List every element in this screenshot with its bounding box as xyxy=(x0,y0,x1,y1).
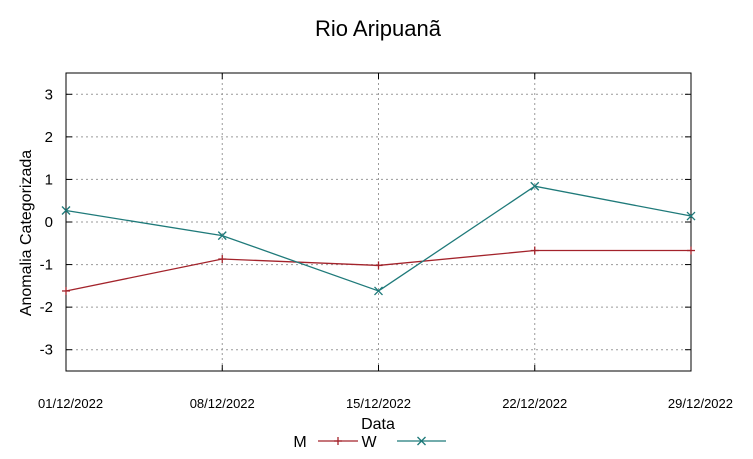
y-tick-label: 3 xyxy=(45,86,53,103)
series-layer xyxy=(61,181,696,296)
y-axis-label: Anomalia Categorizada xyxy=(18,150,35,316)
x-tick-label: 08/12/2022 xyxy=(190,396,255,411)
series-point-m xyxy=(62,286,70,295)
grid-lines xyxy=(66,73,691,371)
legend-label-w: W xyxy=(361,434,377,451)
y-tick-label: 2 xyxy=(45,129,53,146)
series-point-m xyxy=(218,255,227,264)
legend-marker-m xyxy=(334,437,342,445)
y-tick-label: -3 xyxy=(40,342,53,359)
y-tick-label: 0 xyxy=(45,214,53,231)
series-point-w xyxy=(374,286,383,296)
y-tick-label: 1 xyxy=(45,171,53,188)
x-tick-label: 01/12/2022 xyxy=(38,396,103,411)
series-point-w xyxy=(217,231,227,241)
y-tick-label: -2 xyxy=(40,299,53,316)
legend-label-m: M xyxy=(293,434,306,451)
x-axis-ticks: 01/12/2022 08/12/2022 15/12/2022 22/12/2022… xyxy=(38,73,733,411)
x-tick-label: 15/12/2022 xyxy=(346,396,411,411)
chart-title: Rio Aripuanã xyxy=(315,16,442,41)
x-tick-label: 29/12/2022 xyxy=(668,396,733,411)
legend-marker-w xyxy=(417,436,426,446)
series-point-w xyxy=(686,211,696,221)
y-tick-label: -1 xyxy=(40,257,53,274)
series-point-w xyxy=(61,206,71,215)
x-tick-label: 22/12/2022 xyxy=(502,396,567,411)
series-point-m xyxy=(374,261,383,270)
series-point-m xyxy=(530,246,539,255)
series-point-m xyxy=(687,246,695,255)
x-axis-label: Data xyxy=(361,416,395,433)
y-axis-ticks: -3 -2 -1 0 1 2 3 xyxy=(40,86,691,359)
series-point-w xyxy=(530,181,540,191)
